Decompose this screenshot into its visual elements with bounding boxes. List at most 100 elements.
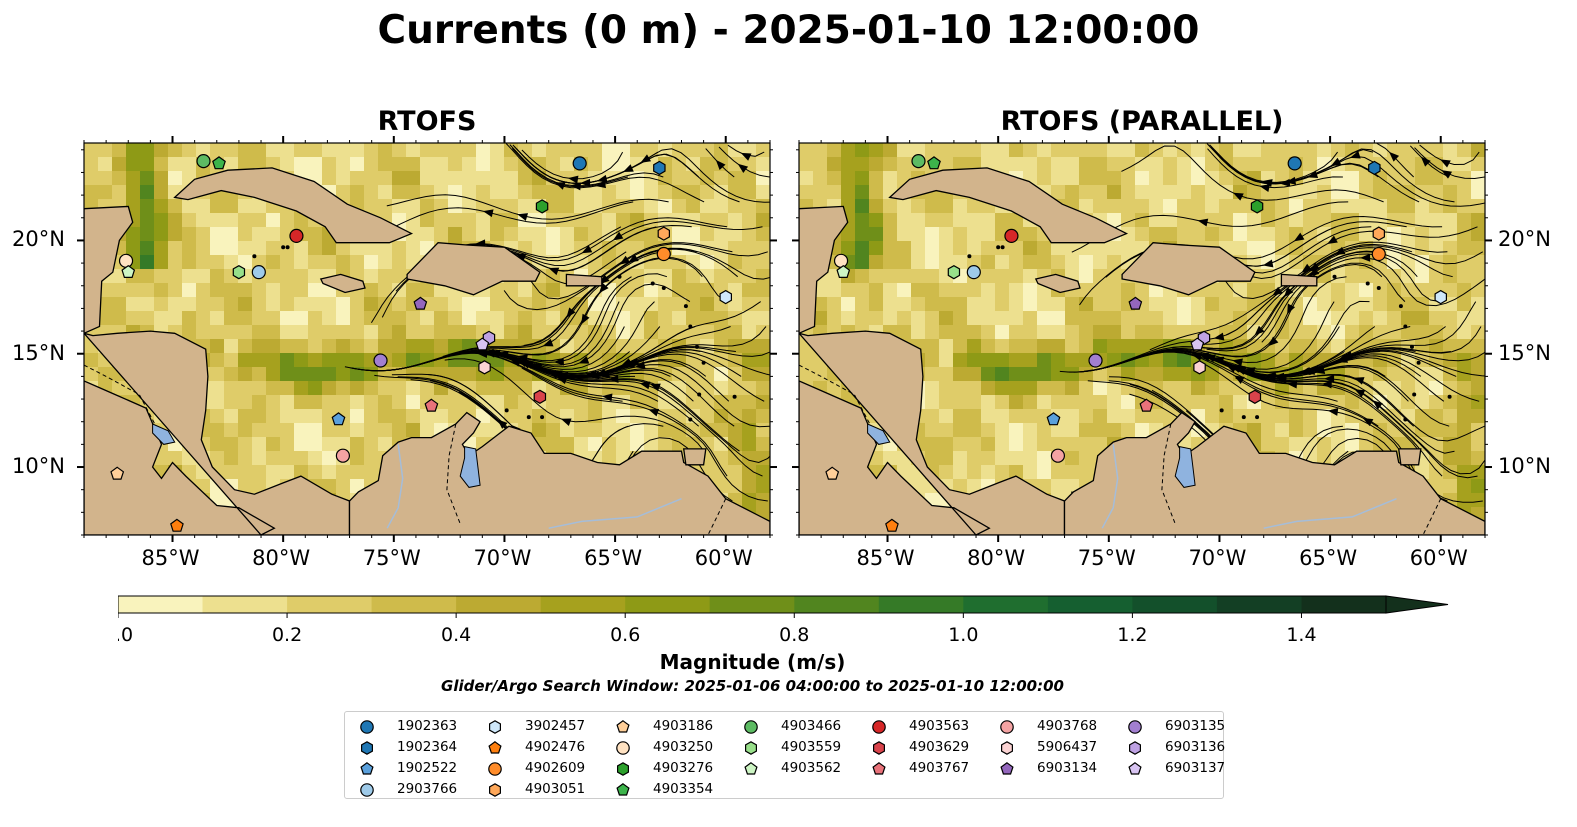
colorbar-tick-label: 0.2 — [272, 624, 302, 646]
legend-marker-icon — [1128, 762, 1142, 775]
colorbar-bin — [371, 596, 457, 613]
lat-tick-label: 15°N — [12, 340, 65, 365]
legend-item-label: 4903559 — [781, 739, 842, 755]
lon-tick-label: 60°W — [1409, 546, 1468, 570]
lon-tick-label: 70°W — [1188, 546, 1247, 570]
legend-item-label: 4903186 — [653, 718, 714, 734]
float-marker-5906437 — [1193, 360, 1206, 375]
legend-marker-icon — [488, 720, 501, 734]
float-marker-4903563 — [1004, 228, 1019, 244]
float-marker-3902457 — [1434, 289, 1448, 305]
colorbar-label: Magnitude (m/s) — [659, 650, 846, 674]
legend-item-label: 4903354 — [653, 781, 714, 797]
colorbar-bin — [625, 596, 711, 613]
legend-item-label: 4903276 — [653, 760, 714, 776]
float-marker-4903466 — [196, 154, 211, 169]
float-markers — [110, 154, 733, 532]
legend-marker-icon — [744, 720, 758, 734]
legend-marker-icon — [616, 783, 630, 796]
float-marker-4903466 — [911, 154, 926, 169]
colorbar-tick-label: 0.8 — [779, 624, 809, 646]
colorbar-bin — [540, 596, 626, 613]
lon-tick-label: 80°W — [967, 546, 1026, 570]
map-rtofs-parallel — [792, 136, 1492, 542]
float-marker-4902476 — [170, 518, 184, 532]
land — [84, 167, 770, 535]
right-panel-title: RTOFS (PARALLEL) — [1000, 106, 1284, 137]
colorbar-tick-label: 1.4 — [1286, 624, 1316, 646]
float-marker-4903629 — [533, 389, 547, 404]
float-marker-4903767 — [1139, 398, 1154, 412]
legend-item-label: 4903466 — [781, 718, 842, 734]
legend-marker-icon — [360, 762, 374, 775]
float-marker-4903051 — [1372, 226, 1386, 241]
colorbar-bin — [1132, 596, 1218, 613]
colorbar-bin — [1216, 596, 1302, 613]
legend-item-label: 2903766 — [397, 781, 458, 797]
legend-marker-icon — [360, 720, 374, 734]
lon-tick-label: 80°W — [252, 546, 311, 570]
colorbar-bin — [202, 596, 288, 613]
float-marker-6903134 — [1128, 296, 1143, 310]
float-marker-6903135 — [373, 353, 388, 368]
legend-marker-icon — [1000, 762, 1014, 775]
float-marker-2903766 — [251, 265, 266, 280]
float-marker-4903629 — [1248, 389, 1262, 404]
land — [799, 167, 1485, 535]
lat-tick-label: 20°N — [1498, 227, 1551, 252]
colorbar-bin — [878, 596, 964, 613]
float-marker-1902522 — [331, 412, 346, 426]
lon-tick-label: 75°W — [1077, 546, 1136, 570]
float-marker-4903559 — [232, 265, 246, 280]
float-marker-4903354 — [212, 156, 226, 170]
colorbar-tick-label: 1.2 — [1117, 624, 1147, 646]
float-marker-4902476 — [885, 518, 899, 532]
legend-item-label: 5906437 — [1037, 739, 1098, 755]
legend-item-label: 4903767 — [909, 760, 970, 776]
float-marker-4903276 — [1250, 199, 1264, 214]
colorbar-tick-label: 0.6 — [610, 624, 640, 646]
legend-item-label: 1902522 — [397, 760, 458, 776]
legend: 1902363 1902364 1902522 2903766 3902457 49024… — [344, 711, 1226, 799]
float-marker-1902364 — [653, 160, 666, 176]
legend-marker-icon — [872, 762, 886, 775]
float-marker-4903562 — [121, 264, 136, 278]
colorbar-extend-arrow — [1385, 595, 1449, 614]
legend-item-label: 1902364 — [397, 739, 458, 755]
legend-item-label: 4903768 — [1037, 718, 1098, 734]
float-marker-4903250 — [833, 253, 849, 268]
legend-marker-icon — [488, 741, 502, 754]
lon-tick-label: 65°W — [584, 546, 643, 570]
float-marker-1902363 — [572, 156, 587, 171]
lat-tick-label: 10°N — [1498, 454, 1551, 479]
float-marker-2903766 — [966, 265, 981, 280]
legend-marker-icon — [872, 720, 886, 734]
legend-item-label: 6903136 — [1165, 739, 1226, 755]
colorbar-tick-label: 0.0 — [118, 624, 133, 646]
float-marker-6903135 — [1088, 353, 1103, 368]
lat-tick-label: 15°N — [1498, 340, 1551, 365]
colorbar-tick-label: 1.0 — [948, 624, 978, 646]
current-map-svg — [77, 136, 777, 542]
legend-item-label: 6903135 — [1165, 718, 1226, 734]
legend-marker-icon — [1000, 720, 1014, 734]
legend-marker-icon — [744, 762, 758, 775]
float-marker-3902457 — [719, 289, 733, 305]
colorbar-bin — [709, 596, 795, 613]
legend-marker-icon — [872, 741, 885, 755]
legend-item-label: 3902457 — [525, 718, 586, 734]
legend-item-label: 4903629 — [909, 739, 970, 755]
legend-marker-icon — [1000, 741, 1013, 755]
float-marker-5906437 — [478, 360, 491, 375]
float-marker-4903559 — [947, 265, 961, 280]
legend-item-label: 4903563 — [909, 718, 970, 734]
left-panel-title: RTOFS — [377, 106, 477, 137]
lon-tick-label: 85°W — [141, 546, 200, 570]
float-marker-1902522 — [1046, 412, 1061, 426]
colorbar: 0.0 0.2 0.4 0.6 0.8 1.0 1.2 1.4 — [118, 595, 1449, 646]
float-marker-4903250 — [118, 253, 134, 268]
legend-item-label: 4903051 — [525, 781, 586, 797]
lat-tick-label: 20°N — [12, 227, 65, 252]
legend-marker-icon — [360, 741, 373, 755]
colorbar-bin — [287, 596, 373, 613]
